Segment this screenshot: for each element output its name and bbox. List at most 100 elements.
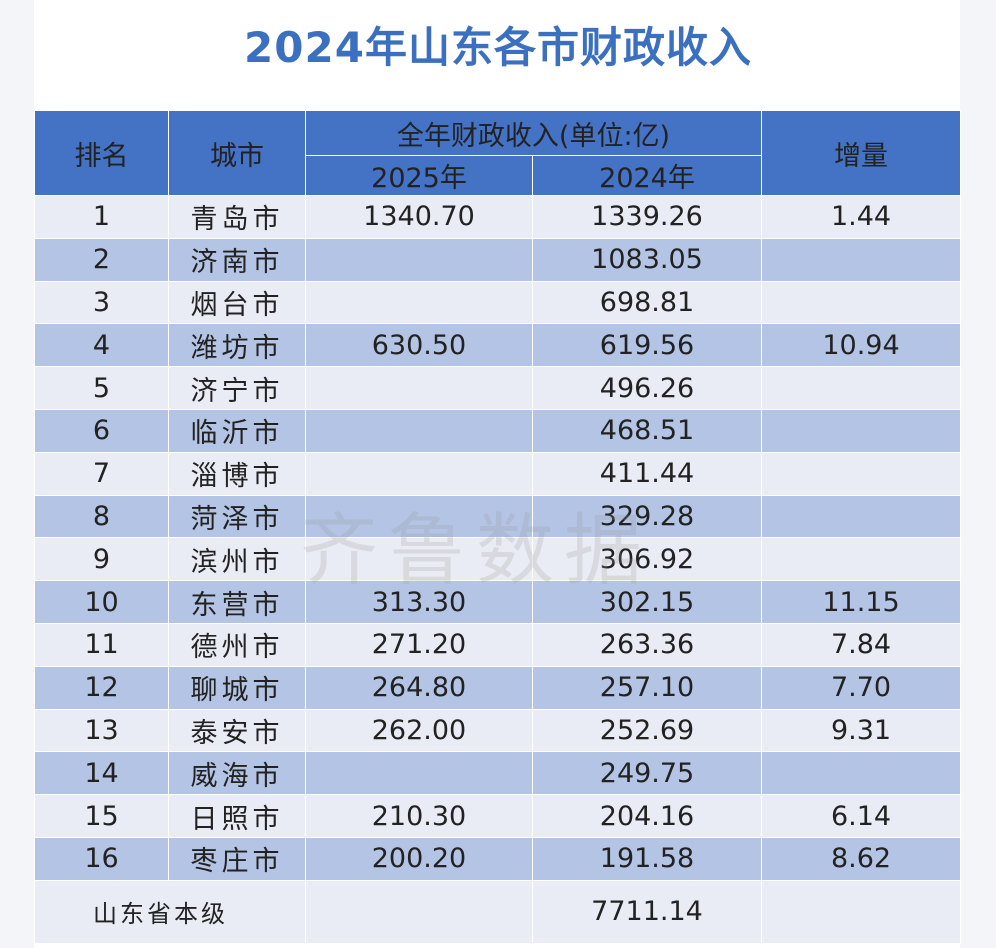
revenue-2024-cell: 1339.26 xyxy=(531,195,763,239)
revenue-2024-cell: 249.75 xyxy=(531,751,763,796)
rank-cell: 3 xyxy=(34,280,169,325)
city-cell: 德州市 xyxy=(168,622,306,667)
revenue-2025-cell: 264.80 xyxy=(305,665,533,710)
table-row: 7 淄博市 411.44 xyxy=(34,451,962,496)
revenue-2025-cell: 630.50 xyxy=(305,323,533,368)
increase-cell xyxy=(761,537,962,582)
revenue-2025-cell xyxy=(305,280,533,325)
increase-cell: 10.94 xyxy=(761,323,962,368)
footer-revenue-2024-cell: 7711.14 xyxy=(531,879,763,944)
rank-cell: 5 xyxy=(34,366,169,410)
header-rank: 排名 xyxy=(34,110,169,196)
revenue-2025-cell xyxy=(305,494,533,539)
table-row: 14 威海市 249.75 xyxy=(34,751,962,796)
revenue-2025-cell: 313.30 xyxy=(305,580,533,624)
increase-cell xyxy=(761,451,962,496)
revenue-2025-cell xyxy=(305,366,533,410)
rank-cell: 15 xyxy=(34,794,169,838)
increase-cell: 7.84 xyxy=(761,622,962,667)
table-row: 10 东营市 313.30 302.15 11.15 xyxy=(34,580,962,624)
city-cell: 青岛市 xyxy=(168,195,306,239)
table-row: 15 日照市 210.30 204.16 6.14 xyxy=(34,794,962,838)
rank-cell: 2 xyxy=(34,237,169,282)
increase-cell xyxy=(761,237,962,282)
city-cell: 威海市 xyxy=(168,751,306,796)
table-row: 3 烟台市 698.81 xyxy=(34,280,962,325)
city-cell: 济宁市 xyxy=(168,366,306,410)
header-increase: 增量 xyxy=(761,110,962,196)
footer-label: 山东省本级 xyxy=(34,879,306,944)
table-row: 6 临沂市 468.51 xyxy=(34,408,962,453)
revenue-2024-cell: 302.15 xyxy=(531,580,763,624)
revenue-2025-cell: 200.20 xyxy=(305,836,533,881)
rank-cell: 8 xyxy=(34,494,169,539)
revenue-2025-cell: 1340.70 xyxy=(305,195,533,239)
revenue-2025-cell xyxy=(305,537,533,582)
city-cell: 滨州市 xyxy=(168,537,306,582)
rank-cell: 9 xyxy=(34,537,169,582)
city-cell: 济南市 xyxy=(168,237,306,282)
city-cell: 聊城市 xyxy=(168,665,306,710)
increase-cell: 11.15 xyxy=(761,580,962,624)
revenue-2025-cell: 271.20 xyxy=(305,622,533,667)
table-row: 13 泰安市 262.00 252.69 9.31 xyxy=(34,708,962,753)
rank-cell: 11 xyxy=(34,622,169,667)
revenue-2024-cell: 263.36 xyxy=(531,622,763,667)
table-body: 1 青岛市 1340.70 1339.26 1.44 2 济南市 1083.05… xyxy=(34,195,962,944)
revenue-2025-cell xyxy=(305,408,533,453)
revenue-2024-cell: 496.26 xyxy=(531,366,763,410)
increase-cell xyxy=(761,366,962,410)
table-row: 12 聊城市 264.80 257.10 7.70 xyxy=(34,665,962,710)
increase-cell xyxy=(761,280,962,325)
revenue-2024-cell: 306.92 xyxy=(531,537,763,582)
revenue-2025-cell: 262.00 xyxy=(305,708,533,753)
increase-cell: 1.44 xyxy=(761,195,962,239)
rank-cell: 10 xyxy=(34,580,169,624)
revenue-table: 排名 城市 全年财政收入(单位:亿) 增量 2025年 2024年 1 青岛市 … xyxy=(34,110,962,944)
revenue-2024-cell: 329.28 xyxy=(531,494,763,539)
city-cell: 潍坊市 xyxy=(168,323,306,368)
increase-cell: 8.62 xyxy=(761,836,962,881)
increase-cell: 7.70 xyxy=(761,665,962,710)
header-year-2024: 2024年 xyxy=(531,155,763,196)
city-cell: 枣庄市 xyxy=(168,836,306,881)
city-cell: 烟台市 xyxy=(168,280,306,325)
revenue-2025-cell: 210.30 xyxy=(305,794,533,838)
city-cell: 临沂市 xyxy=(168,408,306,453)
table-row: 8 菏泽市 329.28 xyxy=(34,494,962,539)
city-cell: 菏泽市 xyxy=(168,494,306,539)
footer-increase-cell xyxy=(761,879,962,944)
increase-cell xyxy=(761,494,962,539)
revenue-2024-cell: 204.16 xyxy=(531,794,763,838)
increase-cell: 9.31 xyxy=(761,708,962,753)
rank-cell: 13 xyxy=(34,708,169,753)
table-row: 5 济宁市 496.26 xyxy=(34,366,962,410)
rank-cell: 4 xyxy=(34,323,169,368)
city-cell: 泰安市 xyxy=(168,708,306,753)
header-revenue-group: 全年财政收入(单位:亿) xyxy=(304,110,763,156)
city-cell: 淄博市 xyxy=(168,451,306,496)
revenue-2025-cell xyxy=(305,451,533,496)
rank-cell: 1 xyxy=(34,195,169,239)
table-row: 4 潍坊市 630.50 619.56 10.94 xyxy=(34,323,962,368)
revenue-2024-cell: 252.69 xyxy=(531,708,763,753)
revenue-2024-cell: 698.81 xyxy=(531,280,763,325)
table-row: 2 济南市 1083.05 xyxy=(34,237,962,282)
city-cell: 东营市 xyxy=(168,580,306,624)
revenue-2025-cell xyxy=(305,237,533,282)
revenue-2024-cell: 411.44 xyxy=(531,451,763,496)
table-row: 11 德州市 271.20 263.36 7.84 xyxy=(34,622,962,667)
header-city: 城市 xyxy=(168,110,306,196)
increase-cell xyxy=(761,408,962,453)
table-row: 9 滨州市 306.92 xyxy=(34,537,962,582)
table-row: 16 枣庄市 200.20 191.58 8.62 xyxy=(34,836,962,881)
footer-row: 山东省本级 7711.14 xyxy=(34,879,962,944)
rank-cell: 16 xyxy=(34,836,169,881)
revenue-2024-cell: 191.58 xyxy=(531,836,763,881)
increase-cell: 6.14 xyxy=(761,794,962,838)
footer-revenue-2025-cell xyxy=(305,879,533,944)
revenue-2024-cell: 1083.05 xyxy=(531,237,763,282)
revenue-2025-cell xyxy=(305,751,533,796)
increase-cell xyxy=(761,751,962,796)
page-title: 2024年山东各市财政收入 xyxy=(244,23,752,72)
